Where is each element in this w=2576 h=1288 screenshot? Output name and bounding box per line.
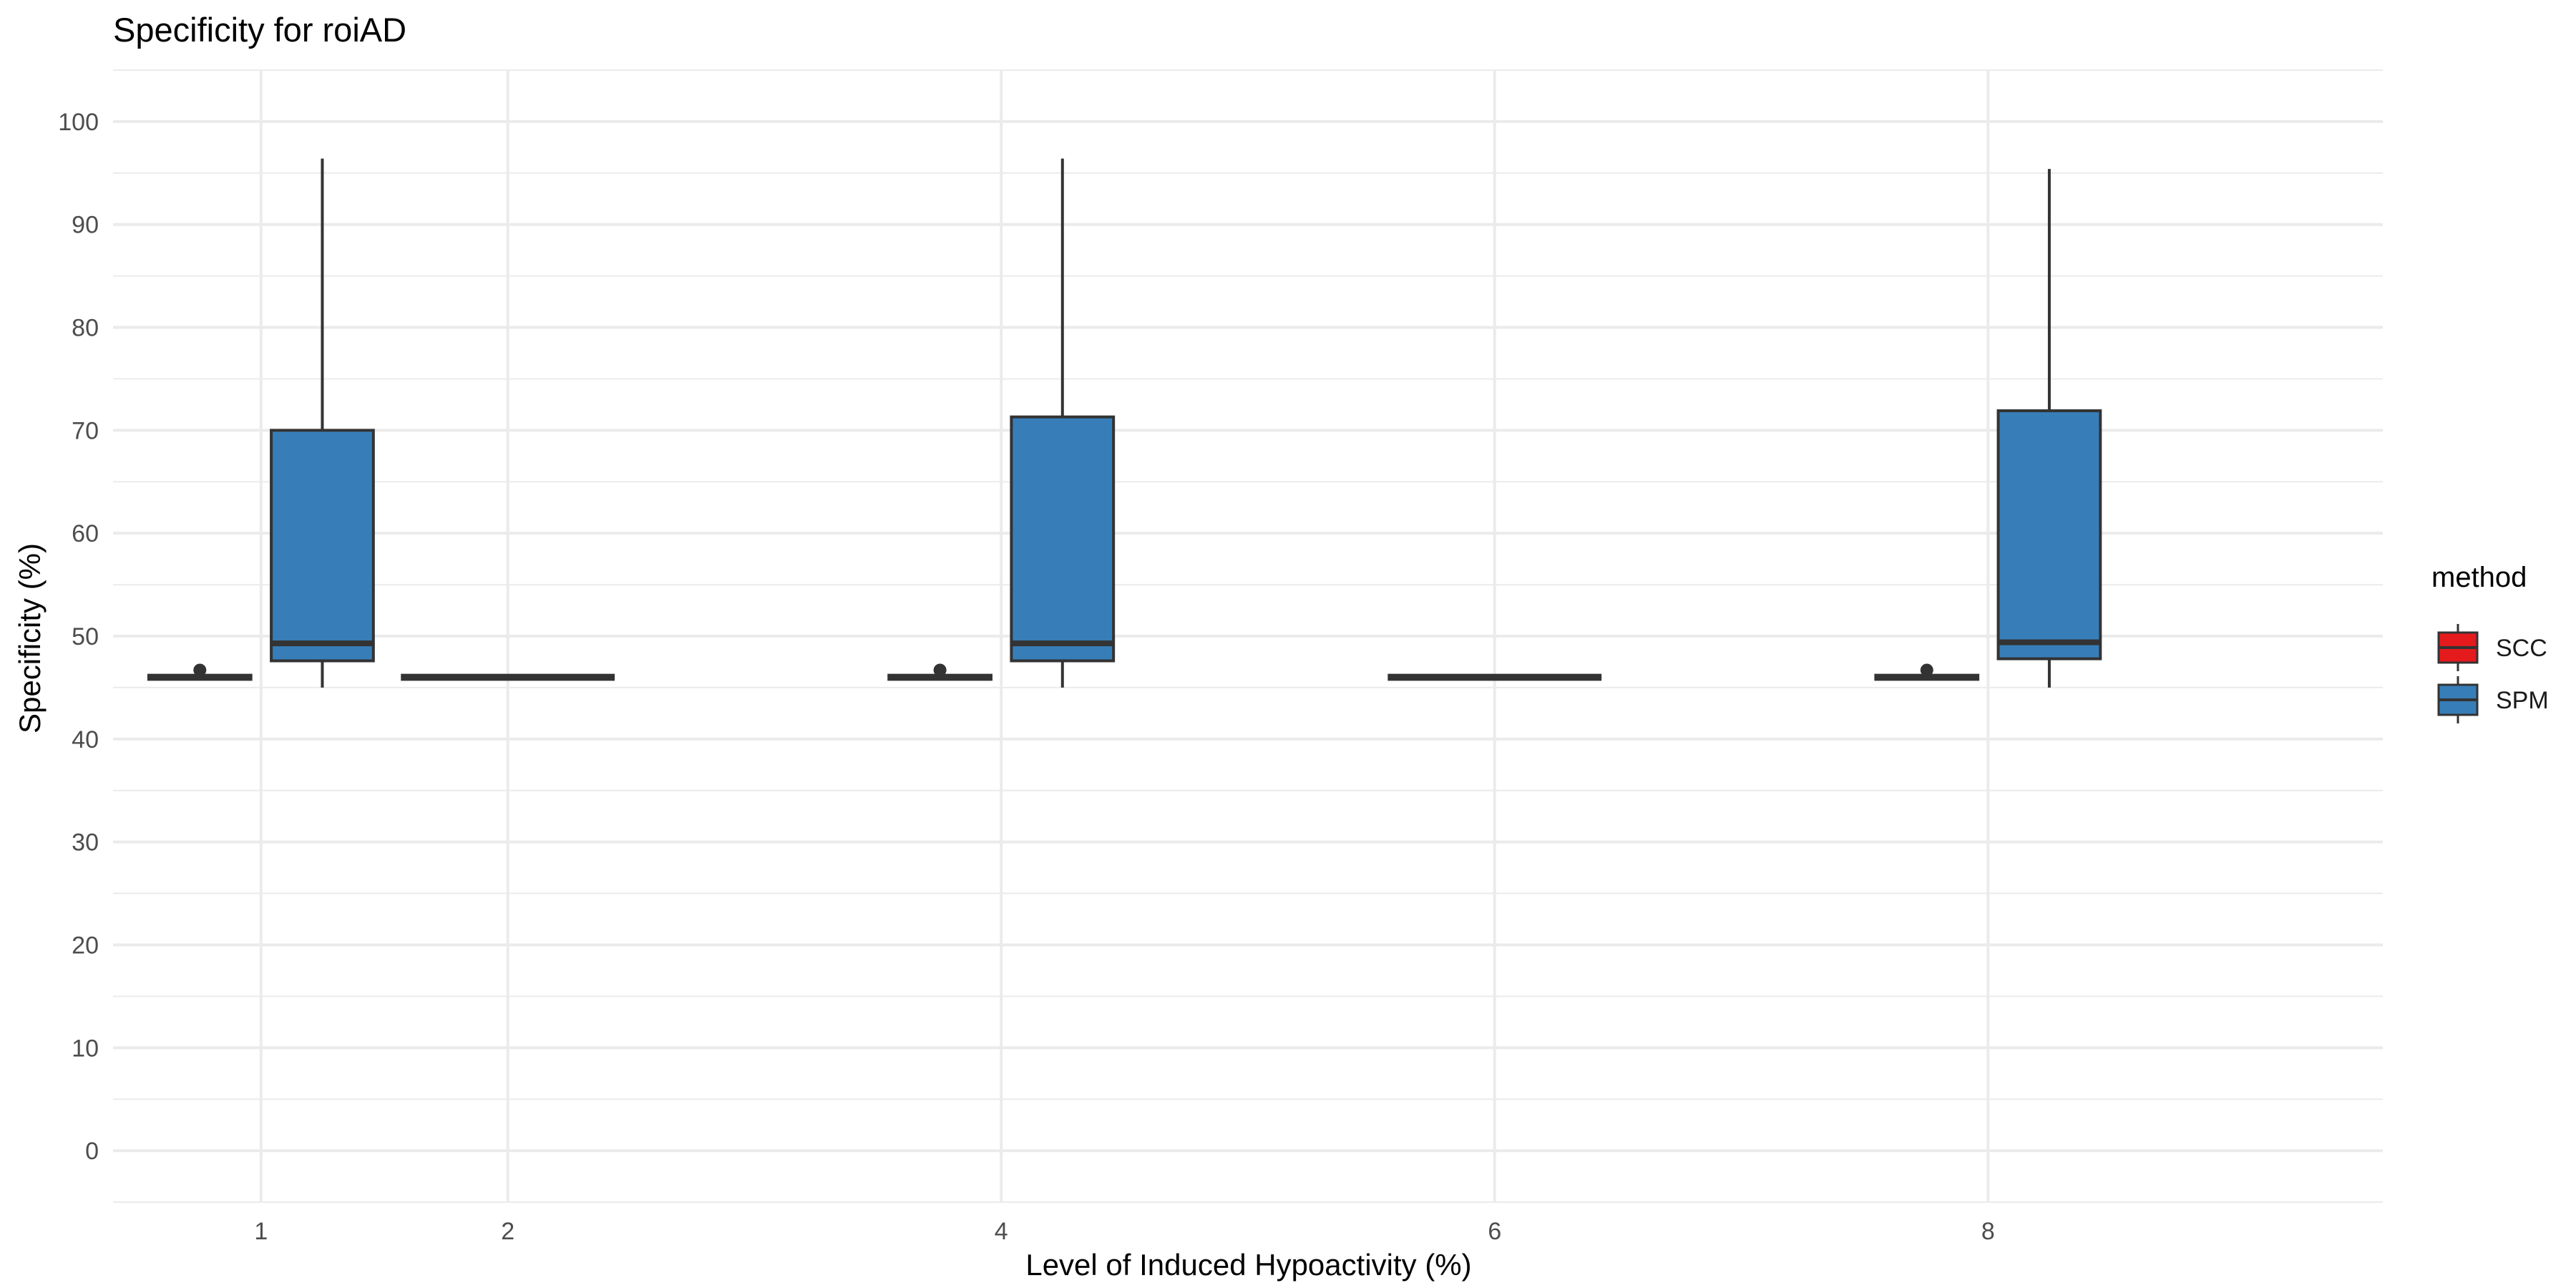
x-tick-label: 4 [995, 1218, 1008, 1245]
y-tick-label: 60 [72, 520, 99, 547]
y-tick-label: 70 [72, 417, 99, 444]
y-tick-label: 40 [72, 726, 99, 753]
x-tick-label: 8 [1981, 1218, 1995, 1245]
box-spm-1 [270, 429, 375, 663]
box-spm-8 [1996, 409, 2102, 660]
y-tick-label: 10 [72, 1035, 99, 1062]
box-plots [147, 158, 2102, 688]
y-tick-label: 20 [72, 932, 99, 959]
y-tick-label: 100 [58, 109, 99, 136]
y-axis-ticks: 0 10 20 30 40 50 60 70 80 90 100 [58, 109, 99, 1165]
box-spm-4 [1010, 415, 1116, 663]
y-tick-label: 0 [85, 1138, 99, 1165]
outlier-scc-8 [1920, 663, 1933, 677]
legend-title: method [2431, 562, 2527, 593]
y-tick-label: 90 [72, 212, 99, 239]
x-tick-label: 1 [254, 1218, 268, 1245]
x-axis-label: Level of Induced Hypoactivity (%) [1025, 1248, 1471, 1282]
y-axis-label: Specificity (%) [13, 543, 47, 733]
x-tick-label: 6 [1488, 1218, 1501, 1245]
legend-label-spm: SPM [2496, 687, 2549, 714]
outlier-scc-1 [193, 663, 207, 677]
chart-title: Specificity for roiAD [113, 11, 406, 49]
y-tick-label: 50 [72, 623, 99, 650]
x-tick-label: 2 [501, 1218, 514, 1245]
legend-label-scc: SCC [2496, 635, 2547, 662]
x-axis-ticks: 1 2 4 6 8 [254, 1218, 1994, 1245]
y-tick-label: 80 [72, 315, 99, 342]
y-tick-label: 30 [72, 829, 99, 857]
legend: method SCC SPM [2431, 562, 2549, 723]
outlier-scc-4 [933, 663, 947, 677]
